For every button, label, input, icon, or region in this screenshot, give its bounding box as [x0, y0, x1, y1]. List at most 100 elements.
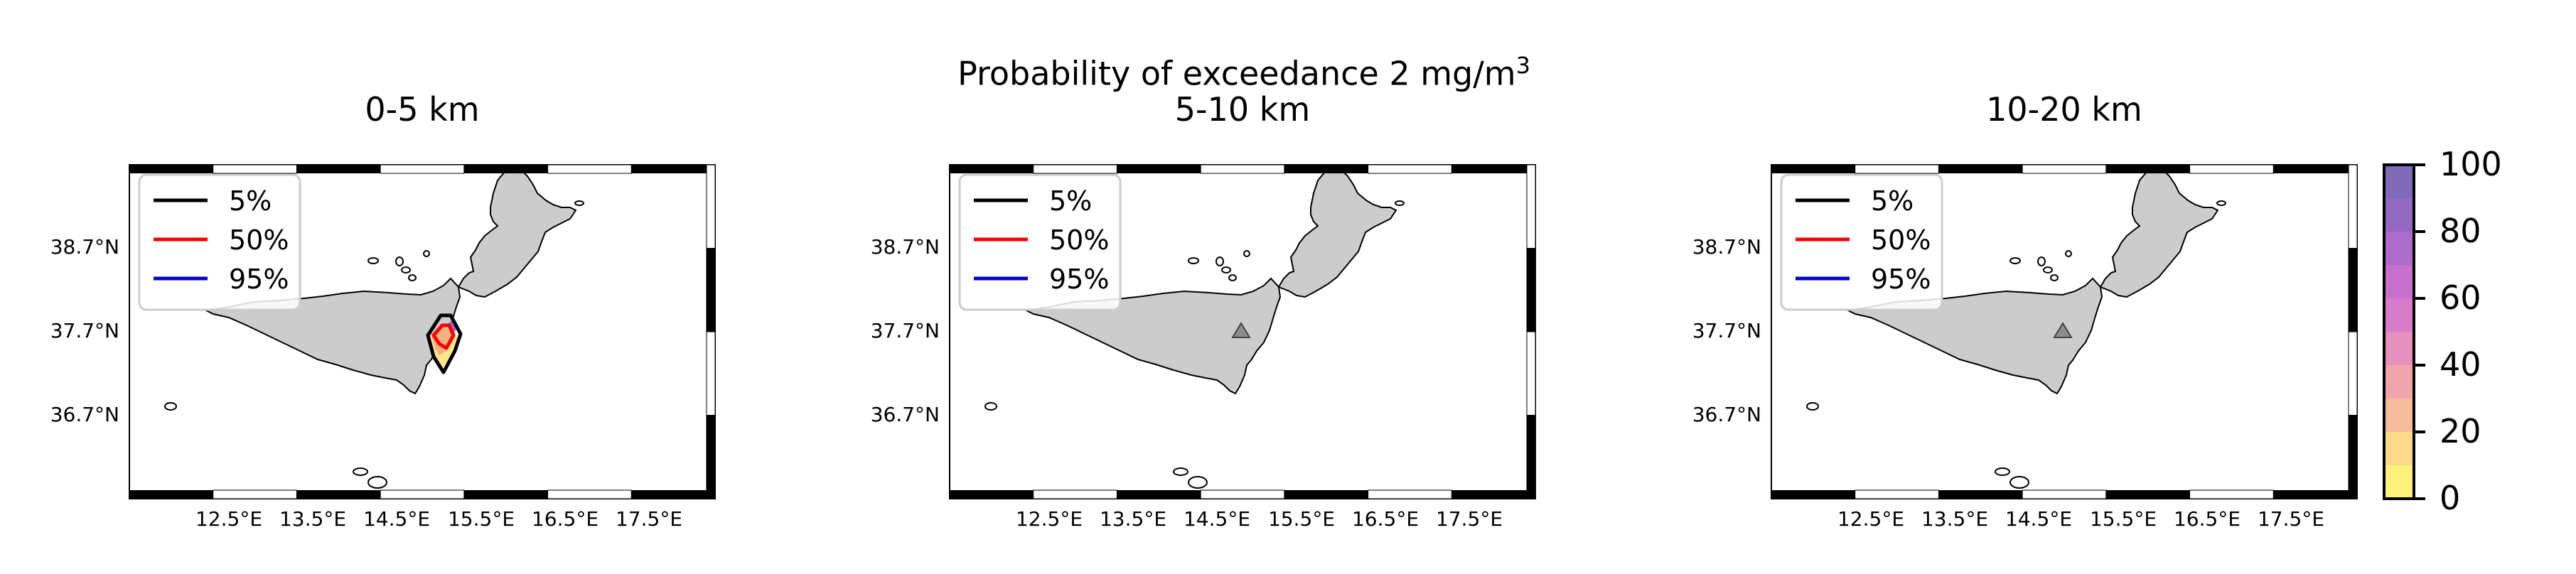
frame-segment-top: [129, 165, 213, 173]
frame-segment-top: [950, 165, 1034, 173]
frame-segment-bottom: [2022, 489, 2107, 499]
colorbar-segment: [2384, 399, 2414, 432]
frame-segment-right: [2348, 415, 2358, 499]
frame-segment-top: [1033, 164, 1117, 174]
frame-segment-bottom: [1451, 490, 1535, 499]
calabria-land: [457, 168, 577, 298]
frame-segment-top: [463, 165, 548, 173]
colorbar-segment: [2384, 232, 2414, 265]
island: [2037, 256, 2046, 266]
y-tick-label: 37.7°N: [50, 319, 119, 342]
frame-segment-bottom: [296, 490, 381, 499]
x-tick-label: 15.5°E: [1268, 507, 1335, 531]
island: [1995, 467, 2010, 476]
x-tick-label: 17.5°E: [1436, 507, 1503, 531]
legend-label: 95%: [1871, 264, 1931, 295]
x-tick-label: 13.5°E: [1100, 507, 1166, 531]
island: [164, 402, 177, 411]
frame-segment-bottom: [2189, 489, 2274, 499]
frame-segment-top: [213, 164, 297, 174]
frame-segment-right: [1526, 415, 1536, 499]
frame-segment-right: [1526, 331, 1536, 416]
frame-segment-top: [2022, 164, 2107, 174]
x-tick-label: 15.5°E: [2090, 507, 2157, 531]
island: [367, 476, 387, 489]
island: [1228, 274, 1237, 281]
x-tick-label: 12.5°E: [195, 507, 262, 531]
frame-segment-top: [2189, 164, 2274, 174]
volcano-marker: [1231, 322, 1251, 338]
y-tick-label: 36.7°N: [871, 403, 940, 426]
island: [395, 256, 404, 266]
colorbar-segment: [2384, 465, 2414, 499]
colorbar-segment: [2384, 265, 2414, 298]
colorbar-tick-label: 40: [2440, 345, 2481, 384]
island: [2050, 274, 2059, 281]
volcano-marker: [2053, 322, 2073, 338]
island: [1243, 250, 1250, 257]
colorbar-tick-label: 80: [2440, 212, 2481, 250]
legend-label: 95%: [229, 264, 289, 295]
frame-segment-bottom: [1855, 489, 1939, 499]
y-tick-label: 38.7°N: [871, 235, 940, 259]
colorbar-segment: [2384, 432, 2414, 465]
panel-title: 10-20 km: [1986, 90, 2142, 129]
frame-segment-right: [2348, 248, 2358, 332]
frame-segment-top: [2105, 165, 2190, 173]
frame-segment-bottom: [631, 490, 715, 499]
y-tick-label: 36.7°N: [1692, 403, 1761, 426]
x-tick-label: 16.5°E: [532, 507, 599, 531]
y-tick-label: 38.7°N: [1692, 235, 1761, 259]
x-tick-label: 13.5°E: [279, 507, 346, 531]
frame-segment-right: [1526, 164, 1536, 249]
island: [1395, 200, 1405, 206]
legend-label: 5%: [1049, 185, 1092, 217]
calabria-land: [1277, 168, 1397, 298]
y-tick-label: 36.7°N: [50, 403, 119, 426]
frame-segment-top: [380, 164, 465, 174]
colorbar: 100 80 60 40 20 0: [2383, 145, 2502, 517]
island: [2043, 266, 2053, 274]
map-panel: 5-10 km 5% 50% 95% 12.5°E 13.5°E 14.5°E 15.5°E 1…: [871, 90, 1536, 531]
frame-segment-bottom: [950, 490, 1034, 499]
island: [2216, 200, 2226, 206]
figure-title: Probability of exceedance 2 mg/m3: [924, 45, 1564, 93]
calabria-land: [2099, 168, 2219, 298]
map-panel: 10-20 km 5% 50% 95% 12.5°E 13.5°E 14.5°E 15.5°E…: [1692, 90, 2358, 531]
colorbar-tick-label: 0: [2440, 479, 2460, 517]
legend-label: 95%: [1049, 264, 1109, 295]
legend-label: 50%: [229, 224, 289, 256]
frame-segment-right: [1526, 248, 1536, 332]
y-tick-label: 38.7°N: [50, 235, 119, 259]
frame-segment-bottom: [1284, 490, 1368, 499]
colorbar-segment: [2384, 165, 2414, 198]
island: [353, 467, 368, 476]
frame-segment-bottom: [2105, 490, 2190, 499]
y-tick-label: 37.7°N: [1692, 319, 1761, 342]
island: [367, 257, 379, 264]
frame-segment-top: [1368, 164, 1452, 174]
frame-segment-top: [1117, 165, 1201, 173]
colorbar-tick-label: 100: [2440, 145, 2502, 183]
colorbar-segment: [2384, 365, 2414, 399]
colorbar-tick-label: 20: [2440, 412, 2481, 450]
frame-segment-bottom: [1200, 489, 1285, 499]
frame-segment-right: [706, 415, 716, 499]
island: [1188, 476, 1208, 489]
x-tick-label: 12.5°E: [1837, 507, 1904, 531]
panel-title: 5-10 km: [1175, 90, 1310, 129]
x-tick-label: 14.5°E: [2005, 507, 2072, 531]
figure-title-superscript: 3: [1515, 52, 1530, 79]
frame-segment-top: [2273, 165, 2357, 173]
x-tick-label: 17.5°E: [616, 507, 682, 531]
frame-segment-right: [706, 164, 716, 249]
frame-segment-top: [1771, 165, 1855, 173]
frame-segment-top: [547, 164, 632, 174]
frame-segment-top: [1855, 164, 1939, 174]
y-tick-label: 37.7°N: [871, 319, 940, 342]
legend-label: 5%: [1871, 185, 1914, 217]
x-tick-label: 12.5°E: [1016, 507, 1083, 531]
island: [423, 250, 430, 257]
